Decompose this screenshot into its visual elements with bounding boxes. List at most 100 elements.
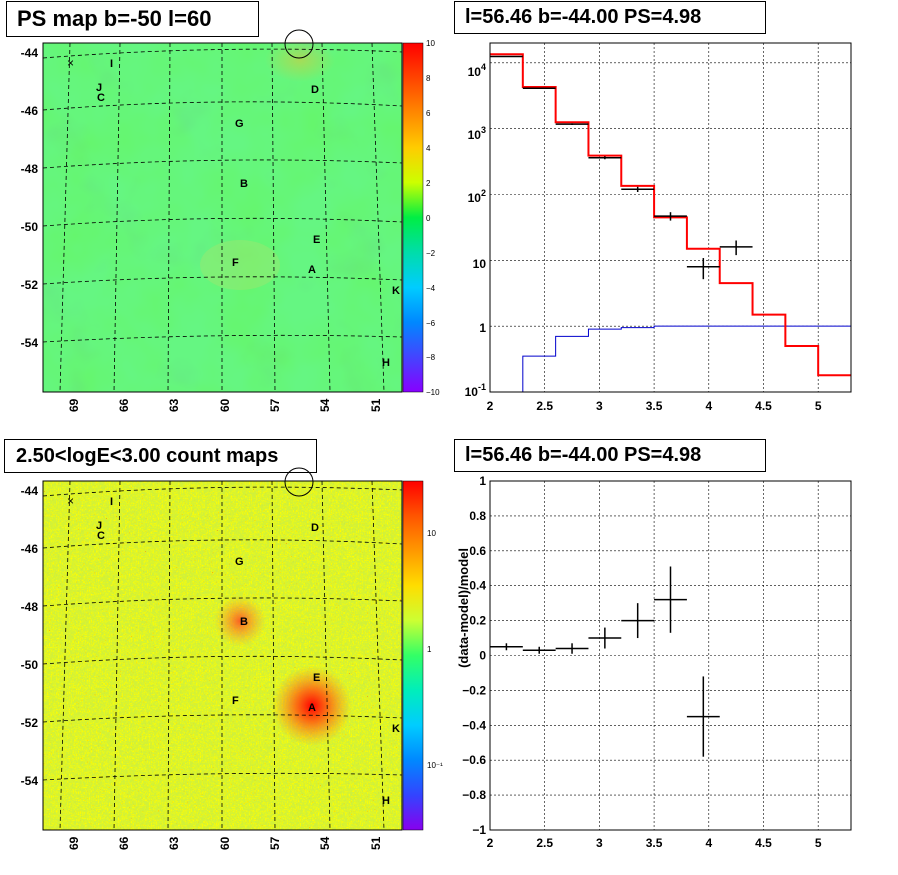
- data-point: [555, 123, 589, 126]
- data-point: [588, 156, 622, 160]
- x-tick: 3.5: [646, 836, 663, 850]
- x-tick: 60: [218, 398, 232, 412]
- src-label: B: [240, 616, 248, 628]
- cbar-tick: 6: [426, 109, 431, 118]
- y-tick: −0.6: [462, 753, 486, 767]
- src-label: J: [96, 82, 102, 94]
- spectrum-xticks: 2 2.5 3 3.5 4 4.5 5: [487, 399, 822, 413]
- ps-map-chart: × I J C D G B E F A K H -44 -46 -48 -50 …: [21, 29, 440, 412]
- y-tick: 0.2: [469, 614, 486, 628]
- data-point: [686, 258, 720, 280]
- y-tick: −0.2: [462, 683, 486, 697]
- y-tick: 0.4: [469, 579, 486, 593]
- y-tick: 1: [479, 321, 486, 335]
- y-tick: -48: [21, 600, 39, 614]
- ps-map-yticks: -44 -46 -48 -50 -52 -54: [21, 46, 39, 350]
- ps-colorbar-ticks: 10 8 6 4 2 0 −2 −4 −6 −8 −10: [426, 39, 440, 397]
- count-map-panel: 2.50<logE<3.00 count maps: [0, 438, 450, 875]
- spectrum-title: l=56.46 b=-44.00 PS=4.98: [454, 1, 766, 34]
- src-label: D: [311, 522, 319, 534]
- ps-map-panel: PS map b=-50 l=60: [0, 0, 450, 438]
- residual-yticks: 1 0.8 0.6 0.4 0.2 0 −0.2 −0.4 −0.6 −0.8 −1: [462, 474, 486, 837]
- count-colorbar-ticks: 10 1 10⁻¹: [427, 529, 443, 770]
- residual-xticks: 2 2.5 3 3.5 4 4.5 5: [487, 836, 822, 850]
- y-tick: 0.8: [469, 509, 486, 523]
- x-tick: 2.5: [536, 836, 553, 850]
- y-tick: 0.6: [469, 544, 486, 558]
- y-tick: -54: [21, 336, 39, 350]
- spectrum-yticks: 104 103 102 10 1 10-1: [465, 62, 487, 399]
- cbar-tick: 0: [426, 214, 431, 223]
- src-label: F: [232, 695, 239, 707]
- x-tick: 51: [369, 836, 383, 850]
- data-point: [654, 212, 687, 221]
- y-tick: -46: [21, 542, 39, 556]
- y-tick: 10: [473, 257, 487, 271]
- src-label: K: [392, 285, 400, 297]
- cbar-tick: −2: [426, 249, 436, 258]
- src-label: F: [232, 257, 239, 269]
- src-label: B: [240, 178, 248, 190]
- marker-x: ×: [67, 494, 74, 508]
- y-tick: -52: [21, 716, 39, 730]
- y-tick: 102: [468, 188, 486, 205]
- x-tick: 4.5: [755, 399, 772, 413]
- x-tick: 57: [268, 836, 282, 850]
- y-tick: -52: [21, 278, 39, 292]
- y-tick: -50: [21, 658, 39, 672]
- cbar-tick: 1: [427, 645, 432, 654]
- residual-point: [522, 646, 556, 654]
- x-tick: 69: [67, 398, 81, 412]
- src-label: H: [382, 795, 390, 807]
- residual-point: [654, 566, 687, 633]
- src-label: K: [392, 723, 400, 735]
- src-label: H: [382, 357, 390, 369]
- cbar-tick: −8: [426, 353, 436, 362]
- x-tick: 66: [117, 836, 131, 850]
- cbar-tick: 4: [426, 144, 431, 153]
- y-tick: −0.8: [462, 788, 486, 802]
- residual-point: [686, 676, 720, 757]
- src-label: I: [110, 58, 113, 70]
- cbar-tick: 2: [426, 179, 431, 188]
- data-point: [490, 55, 523, 58]
- count-map-yticks: -44 -46 -48 -50 -52 -54: [21, 484, 39, 788]
- x-tick: 4.5: [755, 836, 772, 850]
- x-tick: 63: [167, 398, 181, 412]
- spectrum-panel: l=56.46 b=-44.00 PS=4.98 2 2.5 3 3.5 4 4.5 5 1…: [450, 0, 898, 438]
- ps-circle-marker: [284, 29, 314, 59]
- x-tick: 54: [318, 398, 332, 412]
- residual-panel: l=56.46 b=-44.00 PS=4.98 2 2.5 3 3.5 4 4.5 5 1…: [450, 438, 898, 875]
- residual-point: [555, 643, 589, 654]
- cbar-tick: 10: [426, 39, 435, 48]
- residual-grid: [489, 481, 851, 830]
- y-tick: -48: [21, 162, 39, 176]
- ps-map-sources: × I J C D G B E F A K H: [67, 56, 400, 369]
- count-map-grid: [42, 480, 403, 831]
- cbar-tick: −6: [426, 319, 436, 328]
- x-tick: 4: [705, 399, 712, 413]
- count-map-chart: × I J C D G B E F A K H -44 -46 -48 -50 …: [21, 467, 443, 850]
- y-tick: 0: [479, 649, 486, 663]
- cbar-tick: −10: [426, 388, 440, 397]
- src-label: A: [308, 702, 316, 714]
- src-label: J: [96, 520, 102, 532]
- src-label: G: [235, 118, 244, 130]
- src-label: I: [110, 496, 113, 508]
- residual-points: [490, 566, 720, 757]
- x-tick: 63: [167, 836, 181, 850]
- src-label: E: [313, 234, 320, 246]
- other-histogram: [490, 325, 851, 393]
- ps-colorbar: [402, 42, 424, 393]
- spectrum-chart: 2 2.5 3 3.5 4 4.5 5 104 103 102 10 1 10-1: [465, 42, 852, 413]
- src-label: A: [308, 264, 316, 276]
- x-tick: 3: [596, 399, 603, 413]
- y-tick: −1: [472, 823, 486, 837]
- ps-map-title: PS map b=-50 l=60: [6, 1, 259, 37]
- src-label: D: [311, 84, 319, 96]
- residual-point: [490, 643, 523, 651]
- cbar-tick: 10: [427, 529, 436, 538]
- src-label: C: [97, 530, 105, 542]
- src-label: E: [313, 672, 320, 684]
- y-tick: -54: [21, 774, 39, 788]
